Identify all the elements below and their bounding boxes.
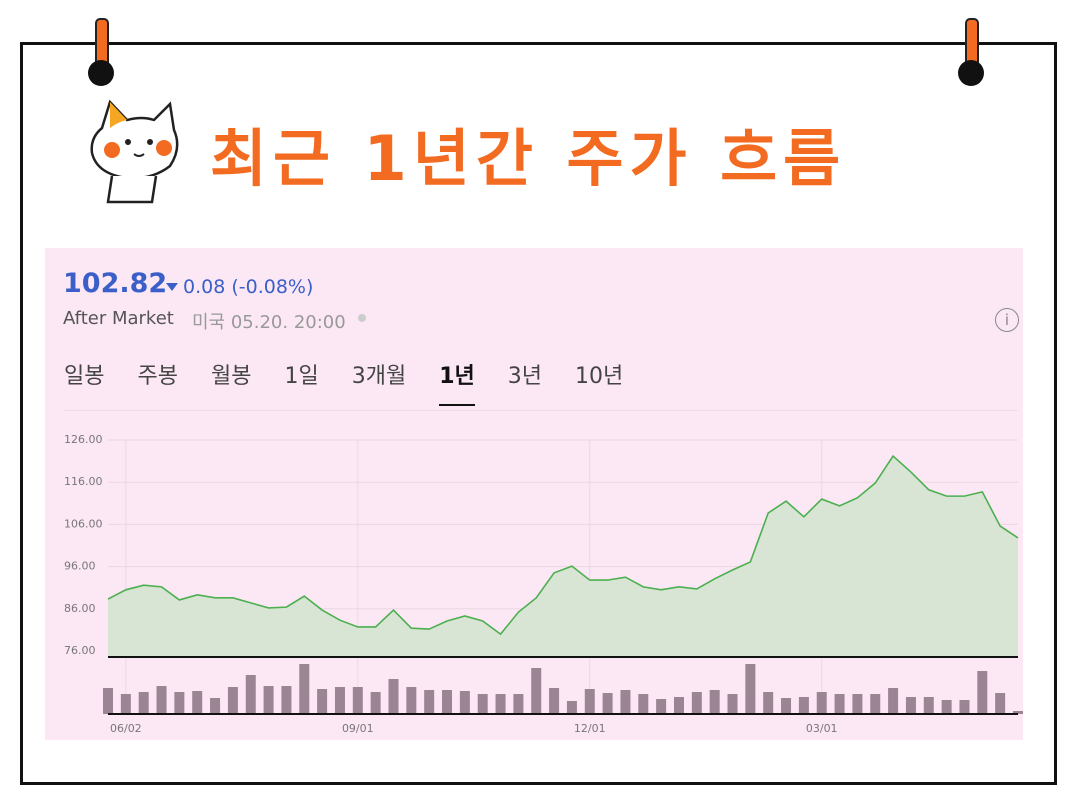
y-tick-label: 106.00 <box>64 517 103 530</box>
volume-bar <box>477 694 488 714</box>
volume-bar <box>245 675 256 714</box>
volume-bar <box>174 692 185 714</box>
timestamp: 미국 05.20. 20:00 <box>192 312 346 333</box>
volume-bar <box>602 693 613 714</box>
volume-bar <box>459 691 470 714</box>
volume-bar <box>334 687 345 714</box>
volume-bar <box>638 694 649 714</box>
price: 102.82 <box>63 268 168 299</box>
volume-bar <box>727 694 738 714</box>
volume-bar <box>103 688 113 714</box>
tab[interactable]: 1년 <box>439 358 475 406</box>
volume-bar <box>156 686 167 714</box>
volume-bar <box>781 698 792 714</box>
volume-bar <box>977 671 988 714</box>
volume-bar <box>941 700 952 714</box>
x-tick-label: 03/01 <box>806 722 838 735</box>
volume-bar <box>495 694 506 714</box>
volume-bar <box>192 691 203 714</box>
price-line <box>107 454 1019 636</box>
session: After Market <box>63 308 174 329</box>
y-tick-label: 116.00 <box>64 475 103 488</box>
volume-bar <box>531 668 542 714</box>
volume-bar <box>424 690 435 714</box>
volume-bar <box>120 694 131 714</box>
tab[interactable]: 3개월 <box>351 364 407 389</box>
area <box>108 456 1018 657</box>
volume-bar <box>317 689 328 714</box>
volume-bar <box>263 686 274 714</box>
tab[interactable]: 3년 <box>507 364 542 389</box>
volume-bar <box>816 692 827 714</box>
x-tick-label: 12/01 <box>574 722 606 735</box>
volume-bar <box>870 694 881 714</box>
status-dot <box>358 314 366 322</box>
volume-bar <box>905 697 916 714</box>
volume-bar <box>281 686 292 714</box>
volume-bar <box>620 690 631 714</box>
info-button[interactable]: i <box>995 308 1019 332</box>
frame <box>20 42 1057 785</box>
volume-bar <box>1013 711 1023 714</box>
tab[interactable]: 일봉 <box>64 364 105 389</box>
volume-bar <box>370 692 381 714</box>
tabs: 일봉 주봉 월봉 1일 3개월 1년 3년 10년 <box>64 358 623 406</box>
volume-bar <box>923 697 934 714</box>
cat-icon <box>90 99 179 204</box>
title: 최근 1년간 주가 흐름 <box>210 122 847 195</box>
volume-bar <box>959 700 970 714</box>
volume-bar <box>798 697 809 714</box>
tab[interactable]: 10년 <box>575 364 624 389</box>
volume-bar <box>745 664 756 714</box>
volume-bar <box>299 664 310 714</box>
y-tick-label: 86.00 <box>64 602 96 615</box>
y-tick-label: 126.00 <box>64 433 103 446</box>
price-change: 0.08 (-0.08%) <box>183 276 314 298</box>
volume-bar <box>673 697 684 714</box>
y-tick-label: 76.00 <box>64 644 96 657</box>
tab[interactable]: 주봉 <box>137 364 178 389</box>
y-tick-label: 96.00 <box>64 560 96 573</box>
volume-bar <box>691 692 702 714</box>
volume-bar <box>709 690 720 714</box>
volume-bar <box>210 698 221 714</box>
separator <box>64 410 1018 411</box>
volume-bar <box>227 687 238 714</box>
volume-bar <box>442 690 453 714</box>
volume-bar <box>834 694 845 714</box>
volume-bar <box>656 699 667 714</box>
volume-bar <box>513 694 524 714</box>
x-tick-label: 06/02 <box>110 722 142 735</box>
tab[interactable]: 월봉 <box>210 364 252 389</box>
down-arrow <box>166 283 178 291</box>
pin-hole <box>958 60 984 86</box>
volume-bar <box>584 689 595 714</box>
volume-bar <box>549 688 560 714</box>
volume-bar <box>388 679 399 714</box>
volume-bar <box>888 688 899 714</box>
tab[interactable]: 1일 <box>284 364 319 389</box>
volume-bar <box>352 687 363 714</box>
volume-bar <box>995 693 1006 714</box>
volume-bar <box>406 687 417 714</box>
volume-bar <box>763 692 774 714</box>
pin-hole <box>88 60 114 86</box>
volume-bar <box>852 694 863 714</box>
volume-bar <box>138 692 149 714</box>
x-tick-label: 09/01 <box>342 722 374 735</box>
volume-bar <box>566 701 577 714</box>
